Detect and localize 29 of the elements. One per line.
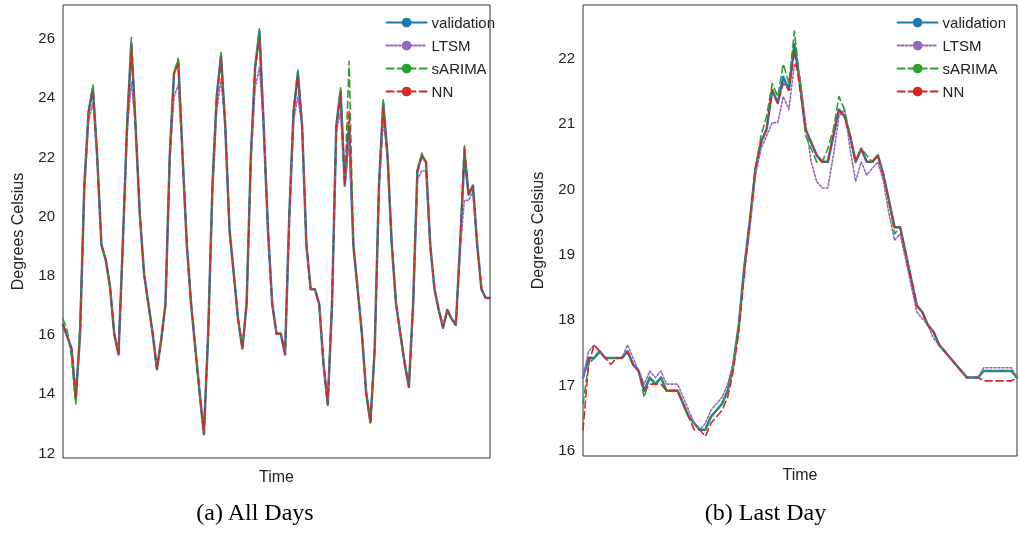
legend-label: validation xyxy=(431,14,496,31)
text: (b) Last Day xyxy=(704,499,827,525)
legend-label: sARIMA xyxy=(431,60,487,77)
y-tick-label: 26 xyxy=(38,29,55,47)
text: (a) All Days xyxy=(196,499,314,525)
y-tick-label: 20 xyxy=(558,179,575,197)
y-tick-label: 12 xyxy=(38,443,55,461)
x-axis-title: Time xyxy=(782,465,818,483)
legend-label: LTSM xyxy=(942,37,982,54)
y-tick-label: 22 xyxy=(558,48,575,66)
legend-label: NN xyxy=(942,83,965,100)
y-tick-label: 24 xyxy=(38,88,55,106)
y-tick-label: 17 xyxy=(558,375,575,393)
legend-label: NN xyxy=(431,83,454,100)
legend-label: LTSM xyxy=(431,37,471,54)
x-axis-title: Time xyxy=(259,467,295,485)
y-tick-label: 20 xyxy=(38,206,55,224)
y-tick-label: 18 xyxy=(38,265,55,283)
y-tick-label: 22 xyxy=(38,147,55,165)
y-axis-title: Degrees Celsius xyxy=(8,172,26,291)
legend-label: validation xyxy=(942,14,1007,31)
y-tick-label: 18 xyxy=(558,310,575,328)
y-tick-label: 21 xyxy=(558,114,575,132)
y-tick-label: 14 xyxy=(38,384,55,402)
y-axis-title: Degrees Celsius xyxy=(528,171,546,290)
y-tick-label: 16 xyxy=(38,325,55,343)
legend-label: sARIMA xyxy=(942,60,998,77)
y-tick-label: 16 xyxy=(558,440,575,458)
y-tick-label: 19 xyxy=(558,244,575,262)
